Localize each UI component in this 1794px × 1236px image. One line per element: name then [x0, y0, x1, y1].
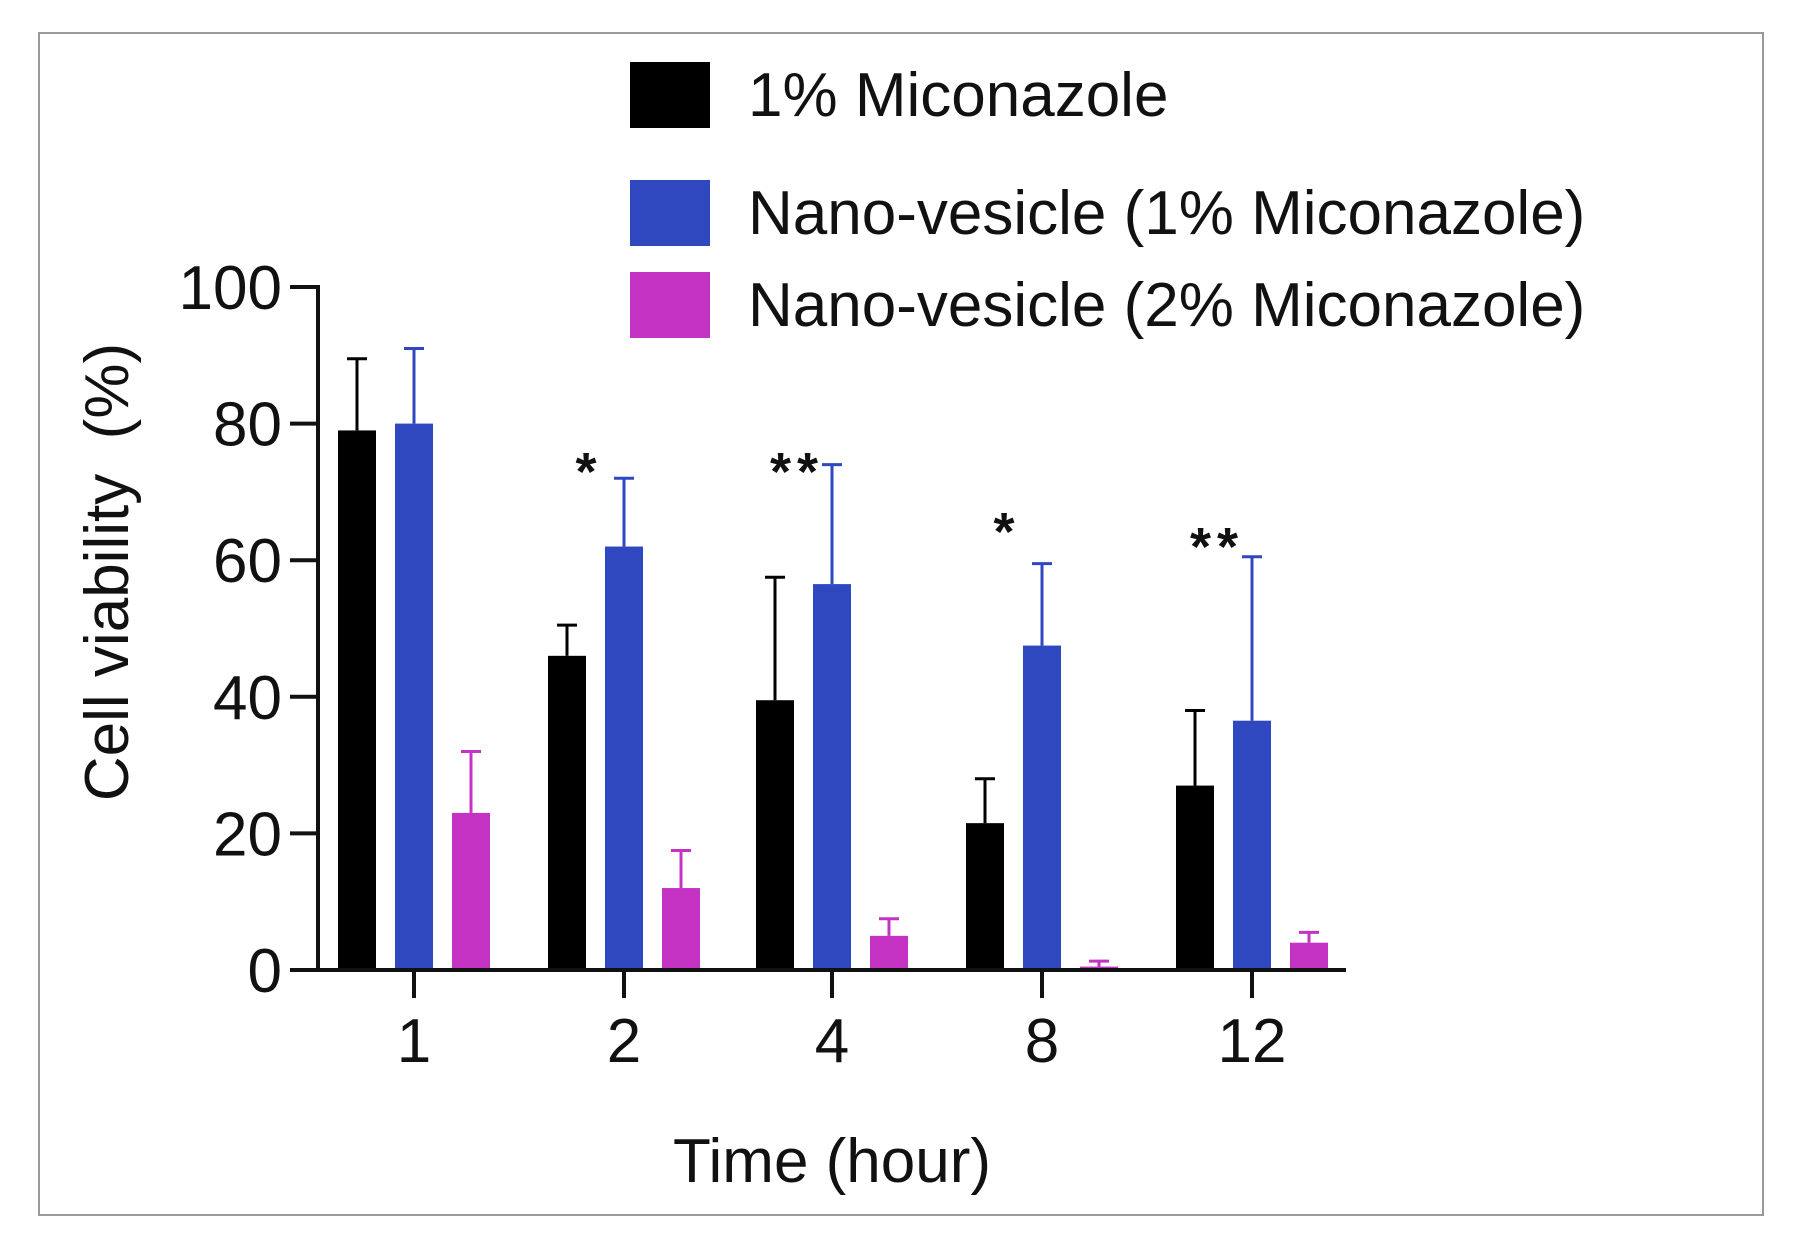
significance-4: ** [770, 442, 824, 502]
error-bars-layer [347, 346, 1319, 967]
bar-1-8 [966, 823, 1004, 970]
bar-2-2 [605, 546, 643, 970]
bar-1-1 [338, 430, 376, 970]
bar-1-2 [548, 655, 586, 970]
y-tick-label-0: 0 [248, 937, 282, 1006]
figure-frame [38, 32, 1764, 1216]
bar-2-1 [395, 423, 433, 971]
bars-layer [338, 423, 1328, 971]
annotations-layer: * *** ** [575, 442, 1244, 577]
bar-2-4 [813, 584, 851, 970]
significance-12: ** [1190, 517, 1244, 577]
x-tick-label-4: 4 [815, 1007, 849, 1076]
bar-3-2 [662, 888, 700, 970]
x-tick-label-12: 12 [1218, 1007, 1287, 1076]
bar-3-1 [452, 812, 490, 970]
legend-label-3: Nano-vesicle (2% Miconazole) [748, 271, 1585, 340]
bar-2-8 [1023, 645, 1061, 970]
legend-swatch-2 [630, 180, 710, 246]
y-tick-label-40: 40 [213, 664, 282, 733]
y-tick-label-20: 20 [213, 800, 282, 869]
y-tick-label-60: 60 [213, 527, 282, 596]
legend: 1% Miconazole Nano-vesicle (1% Miconazole… [630, 61, 1585, 340]
bar-3-12 [1290, 942, 1328, 970]
significance-2: * [575, 442, 602, 502]
legend-swatch-1 [630, 62, 710, 128]
bar-1-12 [1176, 785, 1214, 970]
bar-1-4 [756, 700, 794, 970]
x-tick-label-1: 1 [397, 1007, 431, 1076]
x-tick-label-8: 8 [1025, 1007, 1059, 1076]
bar-2-12 [1233, 720, 1271, 970]
x-axis-label: Time (hour) [673, 1127, 991, 1196]
legend-label-1: 1% Miconazole [748, 61, 1168, 130]
y-axis-label: Cell viability (%) [73, 343, 142, 801]
x-tick-label-2: 2 [607, 1007, 641, 1076]
legend-label-2: Nano-vesicle (1% Miconazole) [748, 179, 1585, 248]
significance-8: * [993, 502, 1020, 562]
bar-3-4 [870, 935, 908, 970]
legend-swatch-3 [630, 272, 710, 338]
y-tick-label-80: 80 [213, 391, 282, 460]
y-tick-label-100: 100 [179, 254, 282, 323]
